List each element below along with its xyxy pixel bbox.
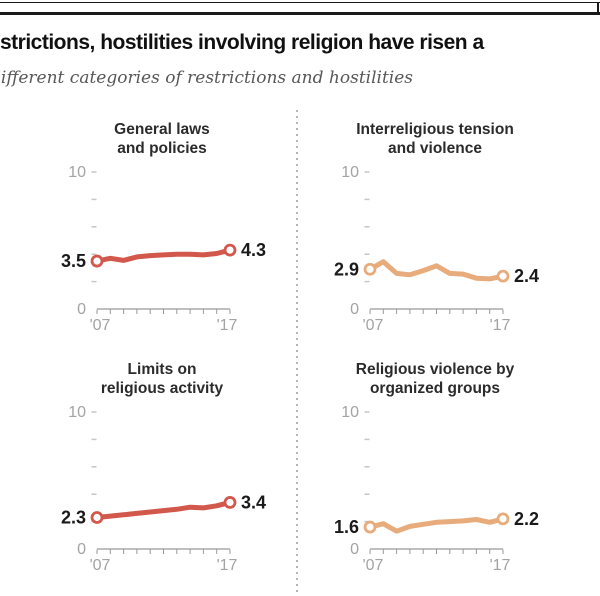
panel-religious-violence-by-organized-groups: 10 0'07 '17 1.6 2.2 Religious violence by or… bbox=[300, 351, 570, 594]
x-axis-first-label: '07 bbox=[363, 317, 384, 334]
start-point-marker bbox=[363, 520, 377, 534]
y-axis-zero-label: 0 bbox=[350, 541, 359, 558]
end-value-label: 4.3 bbox=[241, 240, 266, 260]
panel-title: Religious violence by organized groups bbox=[300, 360, 570, 398]
end-point-marker bbox=[496, 512, 510, 526]
x-axis-last-label: '17 bbox=[490, 557, 511, 574]
panel-general-laws-and-policies: 10 0'07 '17 3.5 4.3 General laws and policie… bbox=[27, 111, 297, 354]
column-divider-dotted-line bbox=[296, 110, 298, 596]
top-thick-rule bbox=[0, 12, 600, 15]
series-line bbox=[367, 516, 506, 534]
limits-on-religious-activity-plot: 10 0'07 '17 2.3 3.4 bbox=[61, 404, 266, 574]
y-axis-zero-label: 0 bbox=[350, 301, 359, 318]
end-value-label: 2.2 bbox=[514, 509, 539, 529]
start-point-marker bbox=[90, 511, 104, 524]
end-point-marker bbox=[223, 496, 237, 509]
panel-title-line-1: General laws bbox=[114, 121, 210, 138]
start-value-label: 2.3 bbox=[61, 507, 86, 527]
figure-subtitle: different categories of restrictions and… bbox=[0, 68, 414, 88]
x-axis-first-label: '07 bbox=[363, 557, 384, 574]
end-point-marker bbox=[496, 269, 510, 283]
start-point-marker bbox=[90, 254, 104, 268]
start-value-label: 1.6 bbox=[334, 517, 359, 537]
series-line bbox=[367, 259, 506, 282]
start-value-label: 2.9 bbox=[334, 259, 359, 279]
y-axis-max-label: 10 bbox=[68, 164, 86, 181]
panel-title-line-1: Limits on bbox=[127, 361, 197, 378]
top-thin-rule bbox=[0, 2, 600, 3]
panel-title: Interreligious tension and violence bbox=[300, 120, 570, 158]
interreligious-tension-and-violence-plot: 10 0'07 '17 2.9 2.4 bbox=[334, 164, 539, 334]
x-axis-last-label: '17 bbox=[490, 317, 511, 334]
end-value-label: 2.4 bbox=[514, 266, 539, 286]
start-value-label: 3.5 bbox=[61, 251, 86, 271]
y-axis-max-label: 10 bbox=[341, 404, 359, 421]
x-axis-first-label: '07 bbox=[90, 317, 111, 334]
start-point-marker bbox=[363, 262, 377, 276]
panel-title-line-1: Religious violence by bbox=[355, 361, 515, 378]
panel-title: Limits on religious activity bbox=[27, 360, 297, 398]
panel-interreligious-tension-and-violence: 10 0'07 '17 2.9 2.4 Interreligious tension a… bbox=[300, 111, 570, 354]
x-axis-last-label: '17 bbox=[217, 317, 238, 334]
panel-title-line-1: Interreligious tension bbox=[356, 121, 514, 138]
series-line bbox=[94, 247, 233, 264]
panel-title-line-2: and violence bbox=[388, 140, 482, 157]
y-axis-max-label: 10 bbox=[341, 164, 359, 181]
y-axis-max-label: 10 bbox=[68, 404, 86, 421]
end-point-marker bbox=[223, 243, 237, 257]
y-axis-zero-label: 0 bbox=[77, 301, 86, 318]
panel-title-line-2: and policies bbox=[117, 140, 207, 157]
panel-limits-on-religious-activity: 10 0'07 '17 2.3 3.4 Limits on religious acti… bbox=[27, 351, 297, 594]
panel-title-line-2: organized groups bbox=[369, 380, 501, 397]
panel-title-line-2: religious activity bbox=[100, 380, 224, 397]
x-axis-last-label: '17 bbox=[217, 557, 238, 574]
panel-title: General laws and policies bbox=[27, 120, 297, 158]
x-axis-first-label: '07 bbox=[90, 557, 111, 574]
general-laws-and-policies-plot: 10 0'07 '17 3.5 4.3 bbox=[61, 164, 266, 334]
top-right-frame-corner bbox=[597, 2, 599, 15]
end-value-label: 3.4 bbox=[241, 492, 266, 512]
figure-title: strictions, hostilities involving religi… bbox=[0, 31, 484, 54]
series-line bbox=[94, 499, 233, 520]
religious-violence-by-organized-groups-plot: 10 0'07 '17 1.6 2.2 bbox=[334, 404, 539, 574]
y-axis-zero-label: 0 bbox=[77, 541, 86, 558]
